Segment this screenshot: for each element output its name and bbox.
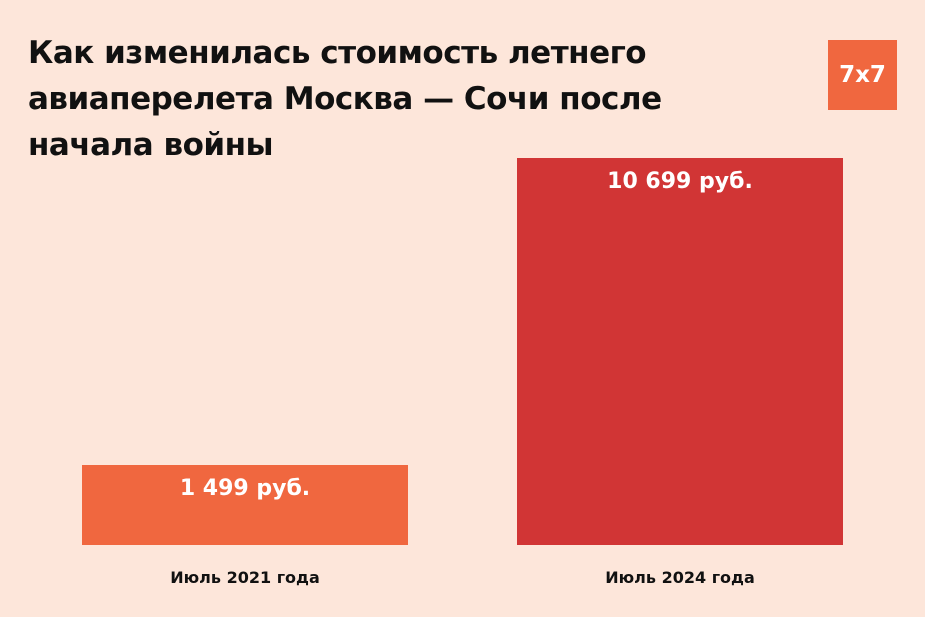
bar-2 [517,158,843,545]
chart-title: Как изменилась стоимость летнего авиапер… [28,35,662,163]
data-label: 10 699 руб. [607,169,753,194]
data-label: 1 499 руб. [180,476,310,501]
category-label: Июль 2024 года [605,568,755,587]
category-label: Июль 2021 года [170,568,320,587]
bar-1 [82,465,408,545]
logo-7x7: 7x7 [828,40,897,110]
